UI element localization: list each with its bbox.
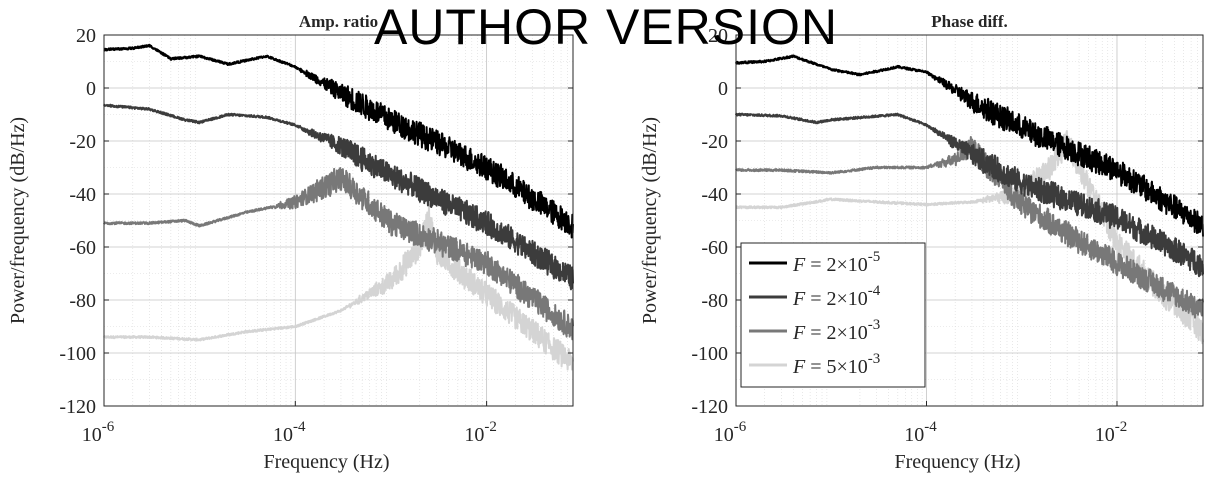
legend: F = 2×10-5 F = 2×10-4 F = 2×10-3 F = 5×10-3 (740, 242, 926, 388)
y-tick-label: 0 (718, 78, 728, 100)
legend-label-1: F = 2×10-4 (792, 283, 881, 310)
series-line-1 (735, 112, 1204, 278)
y-tick-label: -40 (69, 184, 96, 206)
x-tick-label: 10-6 (82, 419, 115, 446)
y-tick-label: -120 (59, 396, 96, 418)
series-line-1 (103, 103, 574, 291)
legend-label-0: F = 2×10-5 (792, 249, 880, 276)
x-axis-label: Frequency (Hz) (263, 451, 389, 473)
y-tick-label: -20 (701, 131, 728, 153)
chart-amp-ratio: -120 -100 -80 -60 -40 -20 0 20 10-6 10-4 10-2 Frequ… (7, 12, 574, 473)
y-tick-label: -80 (701, 290, 728, 312)
legend-label-3: F = 5×10-3 (792, 351, 880, 378)
legend-label-2: F = 2×10-3 (792, 317, 880, 344)
chart-phase-diff: -120 -100 -80 -60 -40 -20 0 20 10-6 10-4 10-2 Frequ… (639, 12, 1204, 473)
x-tick-label: 10-2 (464, 419, 497, 446)
series-line-3 (103, 203, 574, 371)
y-tick-label: -120 (691, 396, 728, 418)
axes-frame (103, 34, 574, 407)
x-tick-label: 10-2 (1095, 419, 1128, 446)
y-axis-label: Power/frequency (dB/Hz) (7, 117, 29, 324)
series-line-2 (103, 167, 574, 341)
x-tick-label: 10-6 (714, 419, 747, 446)
axes-frame (735, 34, 1204, 407)
y-tick-label: -20 (69, 131, 96, 153)
y-tick-label: 0 (86, 78, 96, 100)
y-tick-label: 20 (76, 25, 96, 47)
y-axis-label: Power/frequency (dB/Hz) (639, 117, 661, 324)
y-tick-label: -60 (701, 237, 728, 259)
minor-grid (104, 35, 573, 406)
series-line-0 (735, 54, 1204, 237)
y-tick-label: -100 (691, 343, 728, 365)
x-tick-label: 10-4 (273, 419, 306, 446)
series-line-2 (735, 135, 1204, 319)
legend-box (740, 242, 926, 388)
y-tick-label: -40 (701, 184, 728, 206)
y-tick-label: -100 (59, 343, 96, 365)
y-tick-label: -60 (69, 237, 96, 259)
y-tick-label: -80 (69, 290, 96, 312)
series-line-3 (735, 129, 1204, 345)
y-tick-label: 20 (708, 25, 728, 47)
series-line-0 (103, 43, 574, 239)
chart-title: Amp. ratio (299, 12, 378, 31)
chart-title: Phase diff. (931, 12, 1008, 31)
x-tick-label: 10-4 (904, 419, 937, 446)
x-axis-label: Frequency (Hz) (894, 451, 1020, 473)
